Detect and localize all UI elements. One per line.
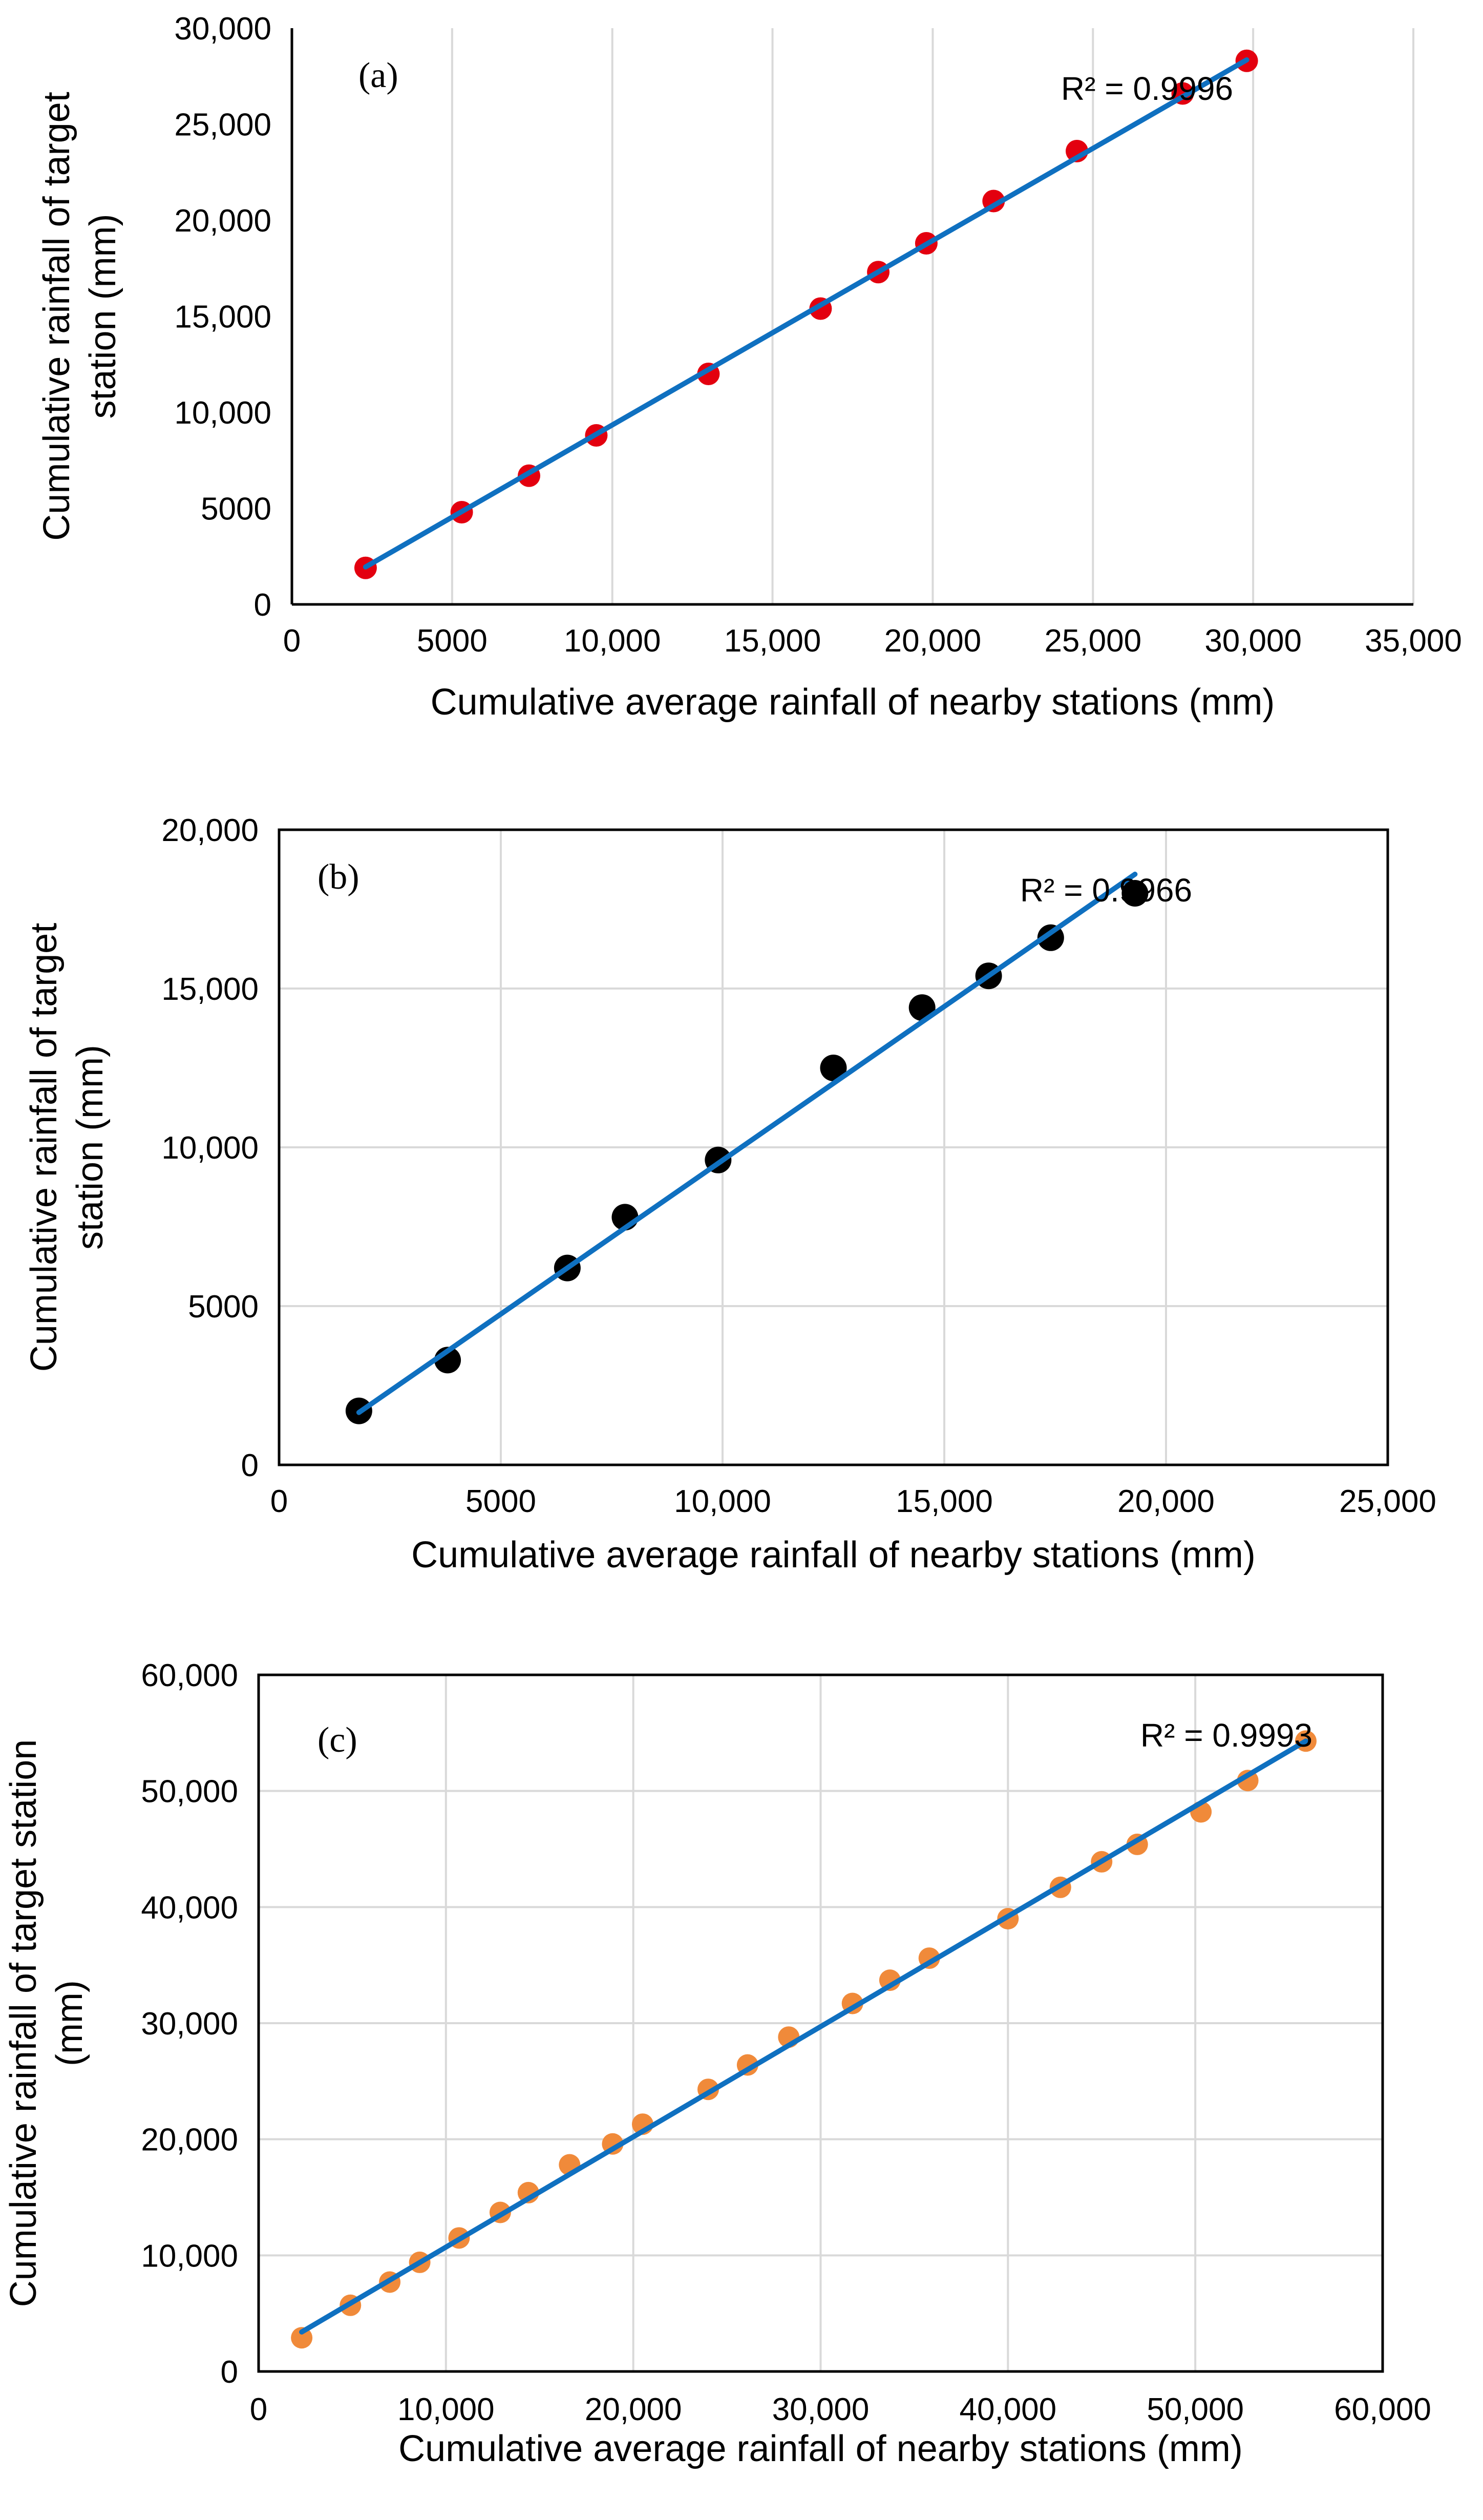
y-tick-label: 30,000 (174, 11, 271, 47)
chart-panel-2: 0 5000 10,000 15,000 20,000 25,000 0 5000 10,000… (24, 813, 1436, 1576)
x-tick-label: 60,000 (1334, 2392, 1431, 2427)
y-tick-label: 15,000 (174, 300, 271, 335)
data-point (1237, 1770, 1259, 1792)
x-tick-label: 5000 (465, 1484, 536, 1519)
plot-frame (257, 1673, 1384, 2373)
y-tick-label: 5000 (188, 1289, 259, 1325)
y-tick-label: 40,000 (141, 1890, 238, 1925)
data-point (1121, 880, 1149, 907)
y-tick-label: 50,000 (141, 1774, 238, 1810)
y-tick-label: 0 (254, 587, 271, 623)
x-tick-label: 25,000 (1339, 1484, 1436, 1519)
chart-panel-3: 0 10,000 20,000 30,000 40,000 50,000 60,000 0 10… (3, 1658, 1431, 2469)
panel-label: (c) (317, 1720, 357, 1760)
trendline (356, 871, 1138, 1415)
x-tick-label: 15,000 (896, 1484, 993, 1519)
y-tick-label: 25,000 (174, 108, 271, 143)
x-tick-label: 20,000 (585, 2392, 682, 2427)
x-tick-label: 0 (283, 623, 301, 659)
x-tick-label: 30,000 (1204, 623, 1302, 659)
y-tick-label: 0 (241, 1448, 259, 1483)
plot-frame (278, 828, 1389, 1466)
y-tick-label: 60,000 (141, 1658, 238, 1693)
x-tick-label: 15,000 (724, 623, 821, 659)
x-tick-label: 30,000 (772, 2392, 870, 2427)
panel-label: (b) (317, 857, 359, 897)
panel-label: (a) (358, 56, 398, 95)
r-squared-label: R² = 0.9996 (1061, 70, 1233, 107)
x-tick-label: 25,000 (1044, 623, 1141, 659)
data-point (820, 1055, 847, 1081)
y-tick-label: 20,000 (141, 2123, 238, 2158)
y-tick-label: 0 (221, 2355, 238, 2390)
x-tick-label: 10,000 (564, 623, 661, 659)
y-axis-label-line-1: Cumulative rainfall of target station (3, 1739, 44, 2307)
data-point (291, 2327, 313, 2349)
r-squared-label: R² = 0.9993 (1140, 1717, 1312, 1754)
x-tick-label: 20,000 (884, 623, 982, 659)
y-axis-label-line-1: Cumulative rainfall of target (36, 92, 77, 540)
y-axis-label-line-2: station (mm) (82, 214, 123, 418)
x-tick-label: 50,000 (1147, 2392, 1244, 2427)
y-tick-label: 30,000 (141, 2006, 238, 2042)
y-tick-label: 15,000 (161, 972, 259, 1007)
y-axis-label-line-2: (mm) (49, 1980, 90, 2066)
x-axis-label: Cumulative average rainfall of nearby st… (411, 1535, 1256, 1576)
x-tick-label: 5000 (417, 623, 488, 659)
y-tick-label: 20,000 (161, 813, 259, 848)
x-tick-label: 0 (270, 1484, 288, 1519)
chart-panel-1: 0 5000 10,000 15,000 20,000 25,000 30,000 35,00… (36, 11, 1462, 723)
y-axis-label-line-1: Cumulative rainfall of target (24, 923, 65, 1372)
y-tick-label: 20,000 (174, 203, 271, 239)
y-tick-label: 10,000 (161, 1130, 259, 1166)
y-axis-label-line-2: station (mm) (70, 1045, 111, 1250)
y-tick-label: 10,000 (174, 395, 271, 431)
y-tick-label: 5000 (201, 492, 271, 527)
r-squared-label: R² = 0.9966 (1020, 872, 1192, 909)
trendline (363, 57, 1249, 570)
x-axis-label: Cumulative average rainfall of nearby st… (398, 2428, 1243, 2469)
x-tick-label: 20,000 (1117, 1484, 1215, 1519)
x-tick-label: 40,000 (960, 2392, 1057, 2427)
x-tick-label: 10,000 (397, 2392, 495, 2427)
y-tick-label: 10,000 (141, 2238, 238, 2274)
x-tick-label: 0 (250, 2392, 267, 2427)
x-tick-label: 35,000 (1365, 623, 1462, 659)
trendline (299, 1738, 1309, 2335)
x-tick-label: 10,000 (674, 1484, 771, 1519)
x-axis-label: Cumulative average rainfall of nearby st… (431, 682, 1275, 723)
